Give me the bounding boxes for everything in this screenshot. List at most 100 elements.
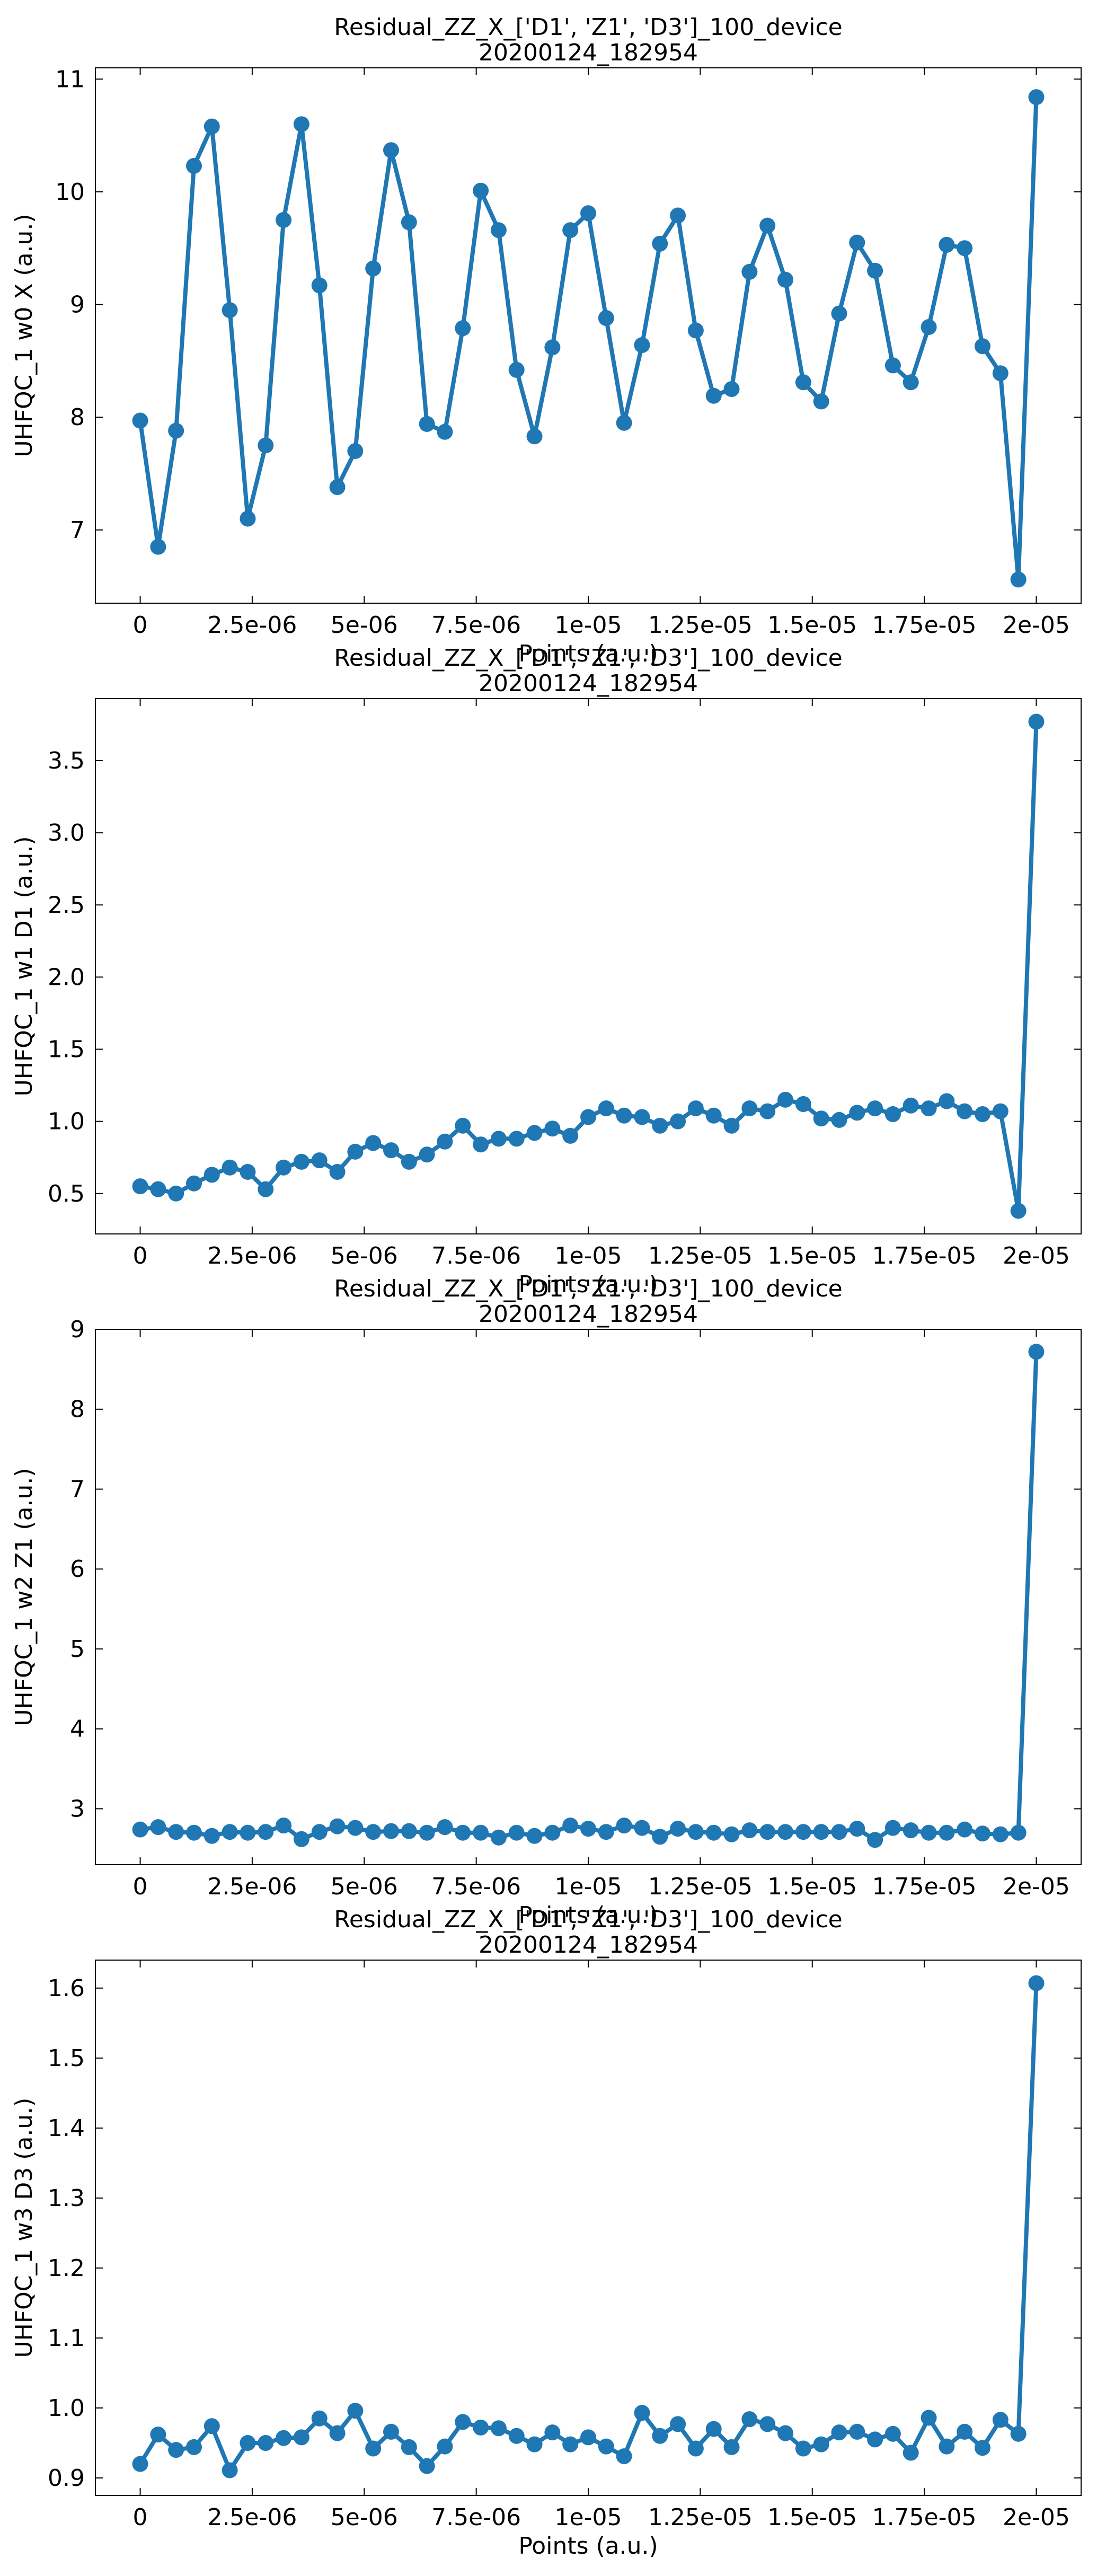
data-point [562,222,579,239]
data-point [293,1831,309,1847]
data-point [939,2438,955,2455]
y-tick-label: 7 [70,517,85,544]
data-point [329,2425,346,2441]
data-point [293,2429,309,2446]
data-point [616,2448,632,2465]
y-axis-label: UHFQC_1 w1 D1 (a.u.) [11,836,38,1097]
data-point [992,1826,1008,1842]
data-point [490,222,507,239]
data-point [258,1824,274,1840]
data-point [258,1181,274,1197]
y-tick-label: 9 [70,1316,85,1343]
y-tick-label: 1.2 [48,2255,85,2282]
data-point [329,1818,346,1834]
data-point [992,1103,1008,1119]
data-point [401,214,417,231]
data-point [723,1117,740,1134]
data-point [508,1131,525,1147]
data-point [741,1100,758,1117]
x-tick-label: 1.5e-05 [767,612,857,639]
data-point [383,1823,399,1839]
x-tick-label: 1.5e-05 [767,1873,857,1900]
data-point [150,539,166,555]
data-point [419,1146,435,1163]
data-point [222,1159,238,1176]
y-tick-label: 1.0 [48,2395,85,2422]
data-point [867,2431,883,2448]
data-point [795,1824,811,1840]
y-tick-label: 7 [70,1476,85,1503]
data-point [867,262,883,279]
data-point [921,1100,937,1117]
data-point [1028,1975,1045,1991]
data-point [723,1826,740,1842]
y-tick-label: 6 [70,1556,85,1583]
y-axis-label: UHFQC_1 w0 X (a.u.) [11,214,38,457]
data-point [831,1111,847,1128]
data-point [293,116,309,133]
x-tick-label: 1.25e-05 [648,1873,753,1900]
chart-subtitle: 20200124_182954 [479,1931,698,1959]
y-axis-label: UHFQC_1 w2 Z1 (a.u.) [11,1468,38,1726]
x-tick-label: 0 [133,1873,148,1900]
x-tick-label: 2.5e-06 [207,1873,297,1900]
data-point [652,2428,668,2444]
data-point [777,271,793,288]
data-point [293,1153,309,1170]
y-tick-label: 8 [70,404,85,431]
x-tick-label: 0 [133,612,148,639]
data-point [258,2434,274,2451]
data-point [813,1824,829,1840]
data-point [975,338,990,355]
data-point [526,2436,543,2453]
data-point [258,437,274,454]
y-tick-label: 3 [70,1795,85,1822]
x-tick-label: 1.25e-05 [648,612,753,639]
data-point [383,2423,399,2440]
y-tick-label: 10 [55,179,85,206]
x-tick-label: 7.5e-06 [431,2504,521,2531]
data-point [204,1167,220,1183]
data-point [473,1136,489,1153]
y-tick-label: 2.5 [48,892,85,919]
data-point [508,361,525,378]
chart-title: Residual_ZZ_X_['D1', 'Z1', 'D3']_100_dev… [334,645,843,672]
chart-panel-2: Residual_ZZ_X_['D1', 'Z1', 'D3']_100_dev… [11,645,1082,1298]
x-tick-label: 2.5e-06 [207,2504,297,2531]
data-point [831,2424,847,2441]
data-point [634,2405,650,2421]
x-tick-label: 2.5e-06 [207,1242,297,1269]
data-point [276,1818,292,1834]
data-point [437,1133,453,1150]
data-point [580,205,596,222]
x-tick-label: 1.75e-05 [872,1242,977,1269]
y-tick-label: 1.5 [48,1036,85,1063]
y-tick-label: 1.6 [48,1975,85,2002]
data-point [598,1100,614,1117]
data-point [401,1823,417,1839]
data-point [687,2440,704,2457]
data-point [240,1824,256,1841]
data-point [204,1828,220,1844]
x-tick-label: 2e-05 [1003,1242,1070,1269]
data-point [455,1824,471,1841]
data-point [240,1163,256,1180]
data-point [921,2410,937,2426]
data-point [795,374,811,391]
data-point [921,1824,937,1841]
data-point [186,1175,202,1192]
data-point [741,1822,758,1839]
y-tick-label: 5 [70,1636,85,1663]
data-point [741,263,758,280]
data-point [975,1106,990,1123]
x-tick-label: 7.5e-06 [431,1873,521,1900]
data-point [634,337,650,354]
x-axis-label: Points (a.u.) [518,2533,658,2560]
data-point [419,1824,435,1841]
data-point [884,1106,901,1123]
x-tick-label: 1.75e-05 [872,2504,977,2531]
y-tick-label: 1.5 [48,2045,85,2072]
data-point [616,1818,632,1834]
data-point [849,1105,865,1121]
data-point [1010,1203,1027,1219]
